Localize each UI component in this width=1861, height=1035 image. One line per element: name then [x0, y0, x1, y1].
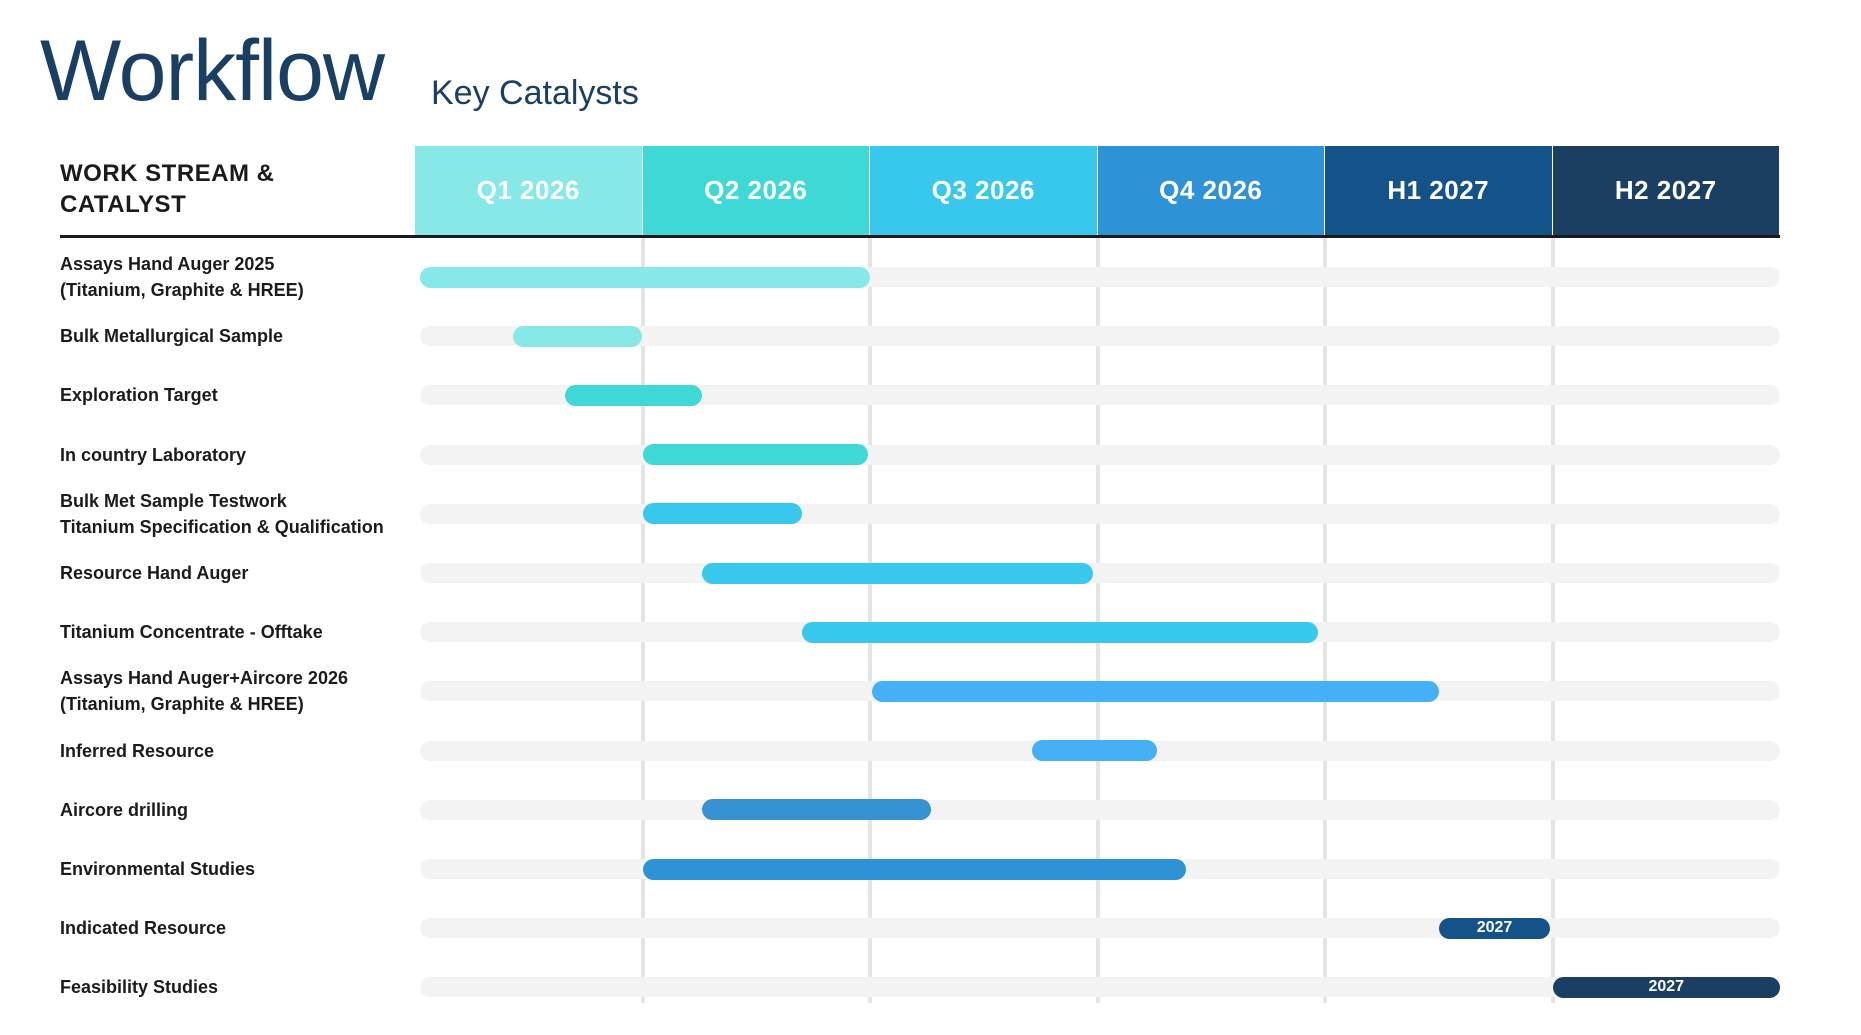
gridline	[640, 238, 645, 1003]
bar-label: 2027	[1648, 978, 1685, 996]
gridline	[1323, 238, 1327, 1003]
task-bar	[512, 325, 643, 347]
task-bar	[642, 444, 868, 466]
task-label: Bulk Metallurgical Sample	[60, 326, 284, 347]
row-header: WORK STREAM & CATALYST	[60, 160, 275, 218]
task-label: Environmental Studies	[60, 859, 256, 879]
page-title: Workflow	[40, 23, 385, 119]
task-bar	[642, 858, 1187, 880]
header-divider	[60, 235, 1780, 238]
task-label: Assays Hand Auger 2025 (Titanium, Graphi…	[60, 254, 304, 300]
task-bar: 2027	[1552, 976, 1780, 998]
task-label: Exploration Target	[60, 385, 218, 406]
task-label: Aircore drilling	[60, 799, 189, 820]
task-bar	[565, 384, 702, 406]
task-label: Indicated Resource	[60, 918, 227, 939]
task-bar	[420, 266, 870, 288]
task-label: Inferred Resource	[60, 740, 215, 761]
bar-label: 2027	[1476, 919, 1513, 937]
task-track	[420, 563, 1780, 583]
page-subtitle: Key Catalysts	[431, 74, 639, 112]
task-bar	[642, 503, 802, 525]
task-track	[420, 977, 1780, 998]
task-label: Resource Hand Auger	[60, 563, 249, 583]
task-label: Feasibility Studies	[60, 977, 219, 998]
task-label: Bulk Met Sample Testwork Titanium Specif…	[60, 490, 384, 537]
task-bar: 2027	[1438, 917, 1551, 939]
task-bar	[1031, 740, 1157, 762]
gridline	[868, 238, 872, 1003]
task-bar	[701, 799, 932, 821]
task-bar	[872, 680, 1439, 702]
period-header: Q4 2026	[1097, 146, 1324, 235]
task-label: In country Laboratory	[60, 444, 247, 465]
task-track	[420, 799, 1780, 820]
task-label: Assays Hand Auger+Aircore 2026 (Titanium…	[60, 668, 348, 715]
task-bar	[701, 562, 1093, 584]
task-track	[420, 918, 1780, 939]
task-track	[420, 503, 1780, 524]
gridline	[1095, 238, 1100, 1003]
period-header: H2 2027	[1552, 146, 1779, 235]
period-header: Q3 2026	[870, 146, 1097, 235]
task-bar	[801, 621, 1319, 643]
task-track	[420, 385, 1780, 406]
gridline	[1550, 238, 1555, 1003]
task-label: Titanium Concentrate - Offtake	[60, 622, 323, 643]
period-header: H1 2027	[1325, 146, 1552, 235]
task-track	[420, 444, 1780, 465]
period-header: Q1 2026	[415, 146, 642, 235]
task-track	[420, 326, 1780, 347]
period-header: Q2 2026	[642, 146, 869, 235]
